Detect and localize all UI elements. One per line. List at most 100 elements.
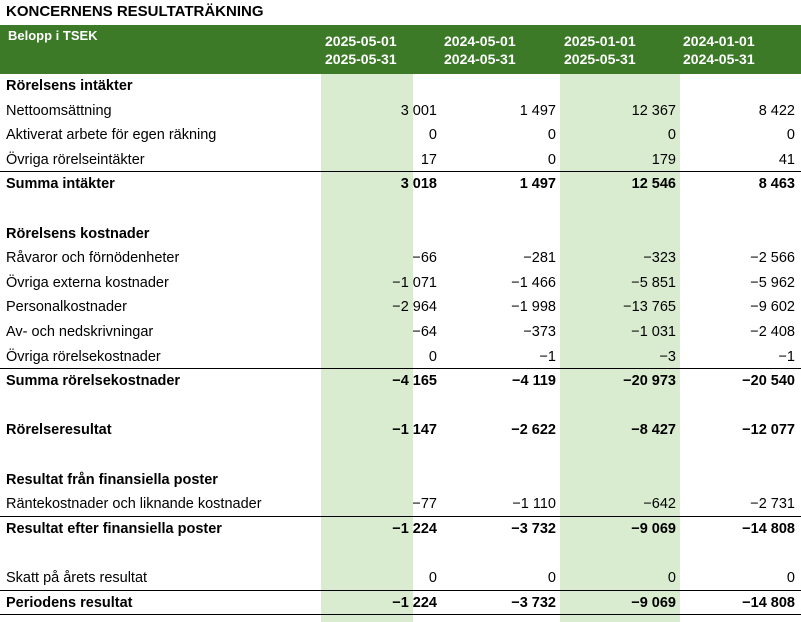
- cell-value: 0: [786, 570, 795, 586]
- column-header-1-from: 2025-05-01: [325, 33, 397, 49]
- cell-value: −9 069: [631, 594, 676, 611]
- column-header-3-from: 2025-01-01: [564, 33, 636, 49]
- column-header-4-to: 2024-05-31: [683, 51, 755, 67]
- cell-value: 8 422: [758, 102, 795, 119]
- cell-value: 179: [651, 151, 676, 168]
- spacer-row: [0, 541, 801, 566]
- row-label: Nettoomsättning: [6, 102, 112, 119]
- table-row: Räntekostnader och liknande kostnader −77…: [0, 492, 801, 517]
- column-header-4: 2024-01-01 2024-05-31: [683, 32, 755, 68]
- section-row: Rörelsens kostnader: [0, 222, 801, 247]
- cell-value: −1 071: [392, 274, 437, 291]
- cell-value: 41: [778, 151, 795, 168]
- table-header: Belopp i TSEK 2025-05-01 2025-05-31 2024…: [0, 25, 801, 74]
- cell-value: −3: [659, 348, 676, 365]
- cell-value: −20 540: [742, 373, 795, 390]
- cell-value: 1 497: [519, 102, 556, 119]
- cell-value: −2 566: [750, 250, 795, 267]
- cell-value: −4 165: [392, 373, 437, 390]
- spacer-row: [0, 197, 801, 222]
- cell-value: −1: [539, 348, 556, 365]
- total-divider: [0, 589, 801, 591]
- table-row: Råvaror och förnödenheter −66 −281 −323 −2 5…: [0, 246, 801, 271]
- cell-value: −5 851: [631, 274, 676, 291]
- cell-value: −64: [412, 324, 437, 340]
- cell-value: −4 119: [512, 373, 556, 390]
- section-row: Rörelsens intäkter: [0, 74, 801, 99]
- row-label: Summa rörelsekostnader: [6, 373, 181, 390]
- section-row: Resultat från finansiella poster: [0, 468, 801, 493]
- cell-value: −77: [412, 496, 437, 513]
- cell-value: 0: [667, 570, 676, 586]
- cell-value: 0: [547, 570, 556, 586]
- table-row: Aktiverat arbete för egen räkning 0 0 0 0: [0, 123, 801, 148]
- cell-value: 0: [428, 570, 437, 586]
- cell-value: −66: [412, 250, 437, 267]
- table-row: Övriga rörelseintäkter 17 0 179 41: [0, 148, 801, 173]
- table-row: Rörelseresultat −1 147 −2 622 −8 427 −12 077: [0, 418, 801, 443]
- total-divider: [0, 171, 801, 173]
- cell-value: 0: [428, 127, 437, 144]
- row-label: Övriga externa kostnader: [6, 274, 169, 291]
- row-label: Rörelsens kostnader: [6, 225, 150, 242]
- cell-value: −8 427: [631, 422, 676, 439]
- cell-value: −2 622: [511, 422, 556, 439]
- cell-value: 8 463: [758, 176, 795, 193]
- cell-value: −1: [778, 348, 795, 365]
- cell-value: −2 964: [392, 299, 437, 316]
- highlight-column-3: [560, 74, 680, 622]
- column-header-1-to: 2025-05-31: [325, 51, 397, 67]
- cell-value: −9 602: [750, 299, 795, 316]
- cell-value: −3 732: [511, 594, 556, 611]
- cell-value: −1 224: [392, 594, 437, 611]
- cell-value: −12 077: [742, 422, 795, 439]
- cell-value: −9 069: [631, 520, 676, 537]
- report-title: KONCERNENS RESULTATRÄKNING: [6, 3, 264, 20]
- table-row: Nettoomsättning 3 001 1 497 12 367 8 422: [0, 99, 801, 124]
- cell-value: −14 808: [742, 520, 795, 537]
- column-header-2-from: 2024-05-01: [444, 33, 516, 49]
- total-divider: [0, 515, 801, 517]
- row-label: Övriga rörelsekostnader: [6, 348, 161, 365]
- cell-value: −2 731: [750, 496, 795, 513]
- row-label: Rörelseresultat: [6, 422, 112, 439]
- total-row: Summa rörelsekostnader −4 165 −4 119 −20 97…: [0, 369, 801, 394]
- column-header-3-to: 2025-05-31: [564, 51, 636, 67]
- cell-value: 17: [420, 151, 437, 168]
- column-header-2: 2024-05-01 2024-05-31: [444, 32, 516, 68]
- cell-value: −373: [523, 324, 556, 340]
- cell-value: −642: [643, 496, 676, 513]
- cell-value: 0: [786, 127, 795, 144]
- row-label: Resultat från finansiella poster: [6, 471, 218, 488]
- cell-value: −1 998: [511, 299, 556, 316]
- table-row: Skatt på årets resultat 0 0 0 0: [0, 566, 801, 591]
- spacer-row: [0, 443, 801, 468]
- row-label: Periodens resultat: [6, 594, 133, 611]
- cell-value: −20 973: [623, 373, 676, 390]
- cell-value: 3 001: [400, 102, 437, 119]
- unit-label: Belopp i TSEK: [8, 28, 98, 43]
- total-row: Resultat efter finansiella poster −1 224 −…: [0, 517, 801, 542]
- cell-value: 1 497: [519, 176, 556, 193]
- total-row: Periodens resultat −1 224 −3 732 −9 069 −14 …: [0, 591, 801, 616]
- cell-value: −13 765: [623, 299, 676, 316]
- row-label: Råvaror och förnödenheter: [6, 250, 180, 267]
- row-label: Skatt på årets resultat: [6, 570, 148, 586]
- total-row: Summa intäkter 3 018 1 497 12 546 8 463: [0, 172, 801, 197]
- table-bottom-border: [0, 614, 801, 616]
- column-header-2-to: 2024-05-31: [444, 51, 516, 67]
- cell-value: −1 110: [512, 496, 556, 513]
- cell-value: −281: [523, 250, 556, 267]
- row-label: Summa intäkter: [6, 176, 115, 193]
- row-label: Räntekostnader och liknande kostnader: [6, 496, 262, 513]
- row-label: Aktiverat arbete för egen räkning: [6, 127, 217, 144]
- total-divider: [0, 368, 801, 370]
- cell-value: −3 732: [511, 520, 556, 537]
- row-label: Personalkostnader: [6, 299, 127, 316]
- column-header-4-from: 2024-01-01: [683, 33, 755, 49]
- row-label: Resultat efter finansiella poster: [6, 520, 222, 537]
- cell-value: 0: [428, 348, 437, 365]
- cell-value: −1 031: [631, 324, 676, 340]
- cell-value: 0: [667, 127, 676, 144]
- table-row: Övriga rörelsekostnader 0 −1 −3 −1: [0, 345, 801, 370]
